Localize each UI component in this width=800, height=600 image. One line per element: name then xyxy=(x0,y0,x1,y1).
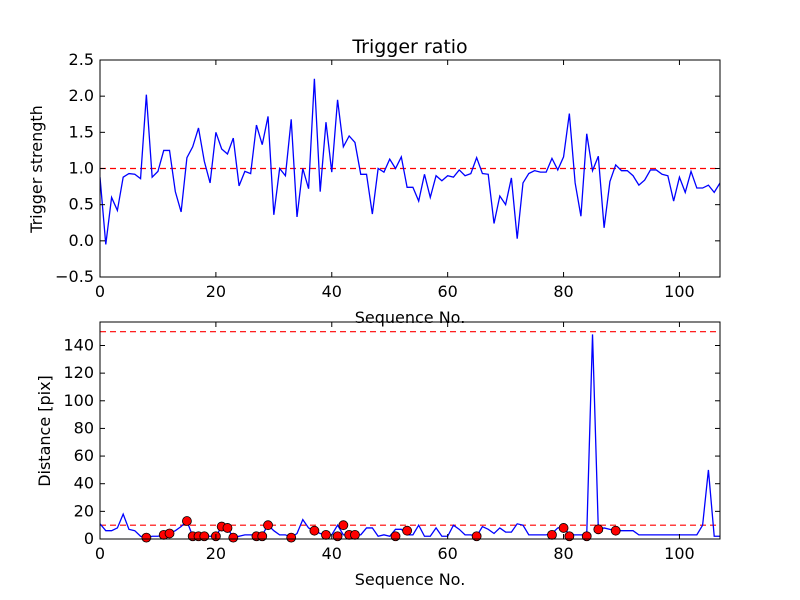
axis-ticks: 0 20 40 60 80 100 −0.5 0.0 0.5 1.0 1.5 2.0 2.5 xyxy=(55,50,720,301)
y-tick-label: 140 xyxy=(63,335,94,354)
data-marker xyxy=(332,531,343,542)
data-marker xyxy=(564,531,575,542)
y-axis-label: Trigger strength xyxy=(27,105,46,234)
x-tick-label: 20 xyxy=(206,544,226,563)
data-marker xyxy=(182,516,192,526)
plot-frame xyxy=(99,321,721,540)
x-tick-label: 80 xyxy=(553,282,573,301)
y-tick-label: 1.0 xyxy=(69,159,94,178)
x-tick-label: 20 xyxy=(206,282,226,301)
x-tick-label: 60 xyxy=(437,544,457,563)
data-marker xyxy=(263,520,273,531)
y-tick-label: 80 xyxy=(74,418,94,437)
y-tick-label: −0.5 xyxy=(55,267,94,286)
data-marker xyxy=(222,523,233,533)
series-line-trigger-strength xyxy=(100,78,720,245)
plot-marks xyxy=(100,331,720,543)
data-marker xyxy=(199,531,210,542)
data-marker xyxy=(547,529,557,540)
y-tick-label: 2.0 xyxy=(69,86,94,105)
distance-chart: 0 20 40 60 80 100 0 20 40 60 80 100 120 140 Sequence … xyxy=(35,321,721,589)
y-tick-label: 0.5 xyxy=(69,195,94,214)
y-tick-label: 100 xyxy=(63,391,94,410)
data-marker xyxy=(350,529,360,540)
plot-marks xyxy=(100,78,720,245)
x-axis-label: Sequence No. xyxy=(355,308,466,327)
y-tick-label: 0 xyxy=(84,529,94,548)
y-tick-label: 2.5 xyxy=(69,50,94,69)
x-tick-label: 40 xyxy=(322,282,342,301)
data-marker xyxy=(309,525,320,536)
data-marker xyxy=(338,520,349,531)
data-marker xyxy=(390,531,401,542)
x-tick-label: 100 xyxy=(664,282,695,301)
y-tick-label: 120 xyxy=(63,363,94,382)
y-axis-label: Distance [pix] xyxy=(35,375,54,487)
trigger-ratio-chart: Trigger ratio 0 20 40 60 80 100 −0.5 0.0 0.5 1.0 1… xyxy=(27,36,721,327)
data-marker xyxy=(610,525,621,536)
data-marker xyxy=(471,531,482,542)
y-tick-label: 60 xyxy=(74,446,94,465)
x-tick-label: 0 xyxy=(95,282,105,301)
chart-title: Trigger ratio xyxy=(351,36,467,58)
x-tick-label: 0 xyxy=(95,544,105,563)
data-marker xyxy=(593,524,604,535)
data-marker xyxy=(164,528,175,539)
data-marker xyxy=(581,531,592,542)
x-tick-label: 100 xyxy=(664,544,695,563)
data-marker xyxy=(558,523,569,533)
data-marker xyxy=(286,532,297,543)
data-marker xyxy=(321,529,331,540)
data-marker xyxy=(141,532,152,543)
data-marker xyxy=(402,525,413,536)
data-marker xyxy=(228,532,239,543)
x-tick-label: 60 xyxy=(437,282,457,301)
x-tick-label: 40 xyxy=(322,544,342,563)
y-tick-label: 0.0 xyxy=(69,231,94,250)
x-axis-label: Sequence No. xyxy=(355,570,466,589)
y-tick-label: 1.5 xyxy=(69,122,94,141)
plot-frame xyxy=(99,59,721,278)
axis-ticks: 0 20 40 60 80 100 0 20 40 60 80 100 120 140 xyxy=(63,322,720,563)
data-marker xyxy=(257,531,268,542)
y-tick-label: 40 xyxy=(74,474,94,493)
y-tick-label: 20 xyxy=(74,501,94,520)
x-tick-label: 80 xyxy=(553,544,573,563)
